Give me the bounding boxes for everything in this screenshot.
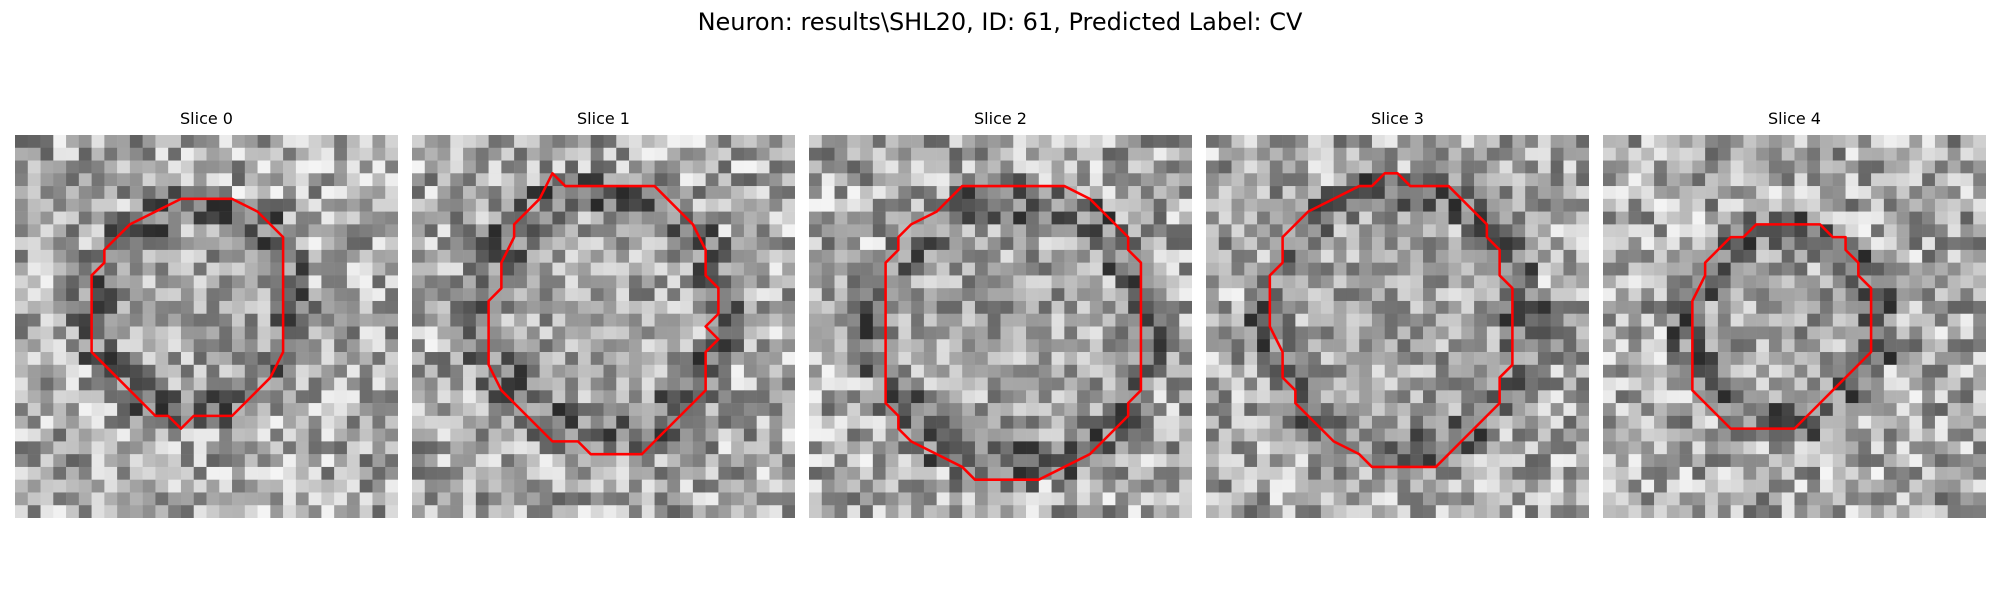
slice-image-0 [15, 135, 398, 518]
slice-panel-1: Slice 1 [412, 108, 795, 518]
contour-outline-2 [884, 184, 1143, 481]
slice-title-4: Slice 4 [1768, 109, 1821, 128]
slice-image-4 [1603, 135, 1986, 518]
slice-image-1 [412, 135, 795, 518]
contour-outline-1 [487, 172, 720, 456]
figure-title: Neuron: results\SHL20, ID: 61, Predicted… [697, 8, 1303, 36]
slice-title-3: Slice 3 [1371, 109, 1424, 128]
contour-outline-4 [1691, 223, 1873, 430]
slice-panel-0: Slice 0 [15, 108, 398, 518]
slice-panel-4: Slice 4 [1603, 108, 1986, 518]
slice-title-0: Slice 0 [180, 109, 233, 128]
slice-panel-3: Slice 3 [1206, 108, 1589, 518]
contour-outline-3 [1268, 172, 1514, 469]
slice-title-1: Slice 1 [577, 109, 630, 128]
contour-outline-0 [90, 197, 285, 430]
slice-panel-2: Slice 2 [809, 108, 1192, 518]
slice-title-2: Slice 2 [974, 109, 1027, 128]
slice-image-3 [1206, 135, 1589, 518]
slice-image-2 [809, 135, 1192, 518]
